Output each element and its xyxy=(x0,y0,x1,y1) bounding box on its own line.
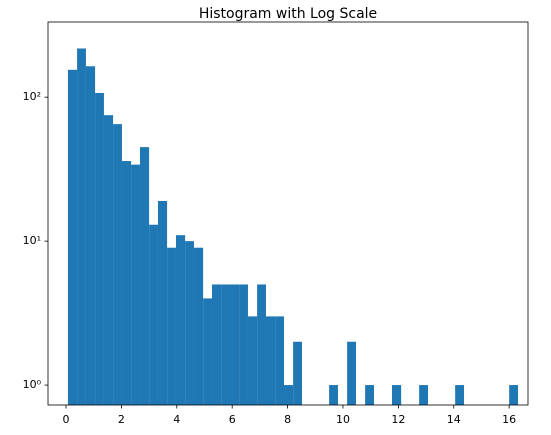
x-tick-label: 8 xyxy=(284,413,291,426)
bar xyxy=(121,161,132,405)
x-tick-label: 2 xyxy=(118,413,125,426)
bar xyxy=(67,69,78,406)
x-tick-label: 0 xyxy=(63,413,70,426)
bar xyxy=(293,341,302,405)
y-tick-label: 10² xyxy=(23,90,41,103)
x-tick-label: 4 xyxy=(173,413,180,426)
chart-title: Histogram with Log Scale xyxy=(199,6,377,22)
y-tick-label: 10⁰ xyxy=(23,378,42,391)
x-tick-label: 16 xyxy=(502,413,516,426)
bar xyxy=(167,247,176,405)
x-tick-label: 14 xyxy=(447,413,461,426)
bar xyxy=(103,115,114,405)
y-tick-label: 10¹ xyxy=(23,234,41,247)
bar xyxy=(265,316,276,405)
axes-frame xyxy=(47,21,529,406)
bar xyxy=(175,235,186,405)
bar xyxy=(509,385,519,405)
bar xyxy=(211,284,222,405)
bar xyxy=(365,385,375,405)
bar xyxy=(221,284,230,405)
x-tick-label: 10 xyxy=(336,413,350,426)
bar xyxy=(283,385,294,405)
x-tick-label: 12 xyxy=(391,413,405,426)
bar xyxy=(329,385,338,405)
bar xyxy=(239,284,248,405)
bar xyxy=(113,124,122,406)
bar xyxy=(455,385,465,405)
bar xyxy=(347,341,356,405)
bar xyxy=(257,284,266,405)
bar xyxy=(229,284,240,405)
bar xyxy=(193,247,204,405)
bar xyxy=(77,48,86,405)
bar xyxy=(203,298,212,405)
x-tick-label: 6 xyxy=(229,413,236,426)
bar xyxy=(85,66,96,405)
bar xyxy=(95,92,104,405)
bar xyxy=(131,164,140,405)
bar xyxy=(247,316,258,405)
bar xyxy=(139,147,150,405)
bar xyxy=(149,224,158,405)
bar xyxy=(419,385,429,405)
bar xyxy=(275,316,284,405)
bar xyxy=(392,385,402,405)
bar xyxy=(185,241,194,405)
bar xyxy=(157,201,168,405)
